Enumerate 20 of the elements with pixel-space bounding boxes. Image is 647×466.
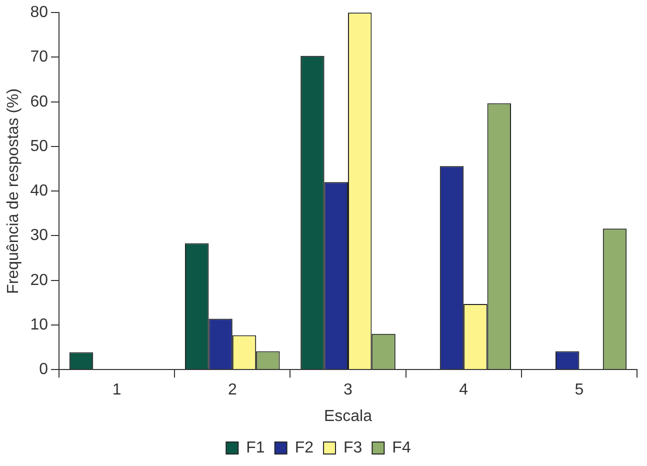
y-tick-label: 0	[39, 361, 48, 378]
x-tick-label: 3	[344, 382, 353, 399]
y-tick-label: 80	[30, 4, 48, 22]
y-tick-label: 20	[30, 272, 48, 289]
y-tick-label: 40	[30, 182, 48, 200]
y-tick-label: 70	[30, 48, 48, 66]
y-tick-label: 10	[30, 316, 48, 334]
x-axis-title: Escala	[324, 408, 372, 425]
y-axis-title: Frequência de respostas (%)	[5, 88, 22, 294]
y-tick-label: 50	[30, 138, 48, 155]
y-tick-label: 60	[30, 93, 48, 110]
legend-label: F3	[344, 439, 362, 456]
y-tick-label: 30	[30, 227, 48, 244]
legend-label: F2	[294, 439, 314, 456]
x-tick-label: 5	[574, 382, 584, 399]
x-tick-label: 4	[459, 382, 468, 399]
legend-label: F4	[392, 439, 411, 456]
legend-label: F1	[246, 439, 265, 456]
x-tick-label: 2	[228, 382, 237, 399]
x-tick-label: 1	[112, 382, 122, 399]
